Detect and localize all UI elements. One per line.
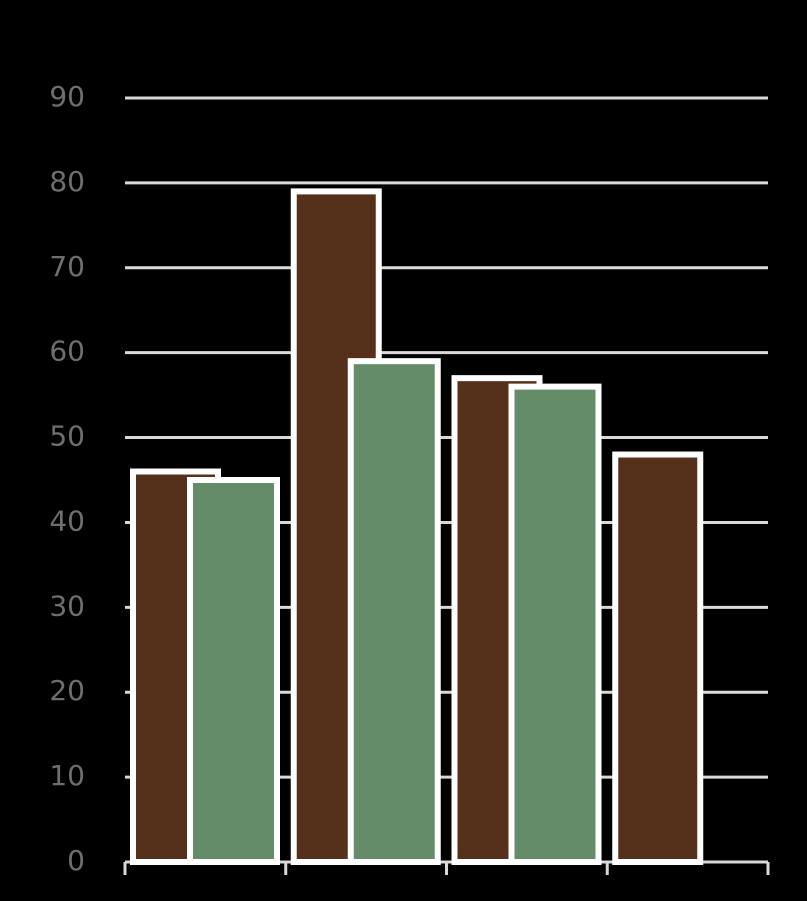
bar: [508, 383, 602, 865]
bar: [612, 451, 704, 865]
y-tick-label: 50: [49, 420, 85, 453]
y-tick-label: 90: [49, 80, 85, 113]
y-tick-label: 60: [49, 335, 85, 368]
y-tick-label: 80: [49, 165, 85, 198]
y-tick-label: 40: [49, 504, 85, 537]
y-tick-label: 20: [49, 674, 85, 707]
bar: [187, 477, 280, 865]
y-tick-label: 70: [49, 250, 85, 283]
y-tick-label: 30: [49, 589, 85, 622]
y-tick-label: 0: [67, 844, 85, 877]
bar: [347, 358, 441, 865]
y-tick-label: 10: [49, 759, 85, 792]
